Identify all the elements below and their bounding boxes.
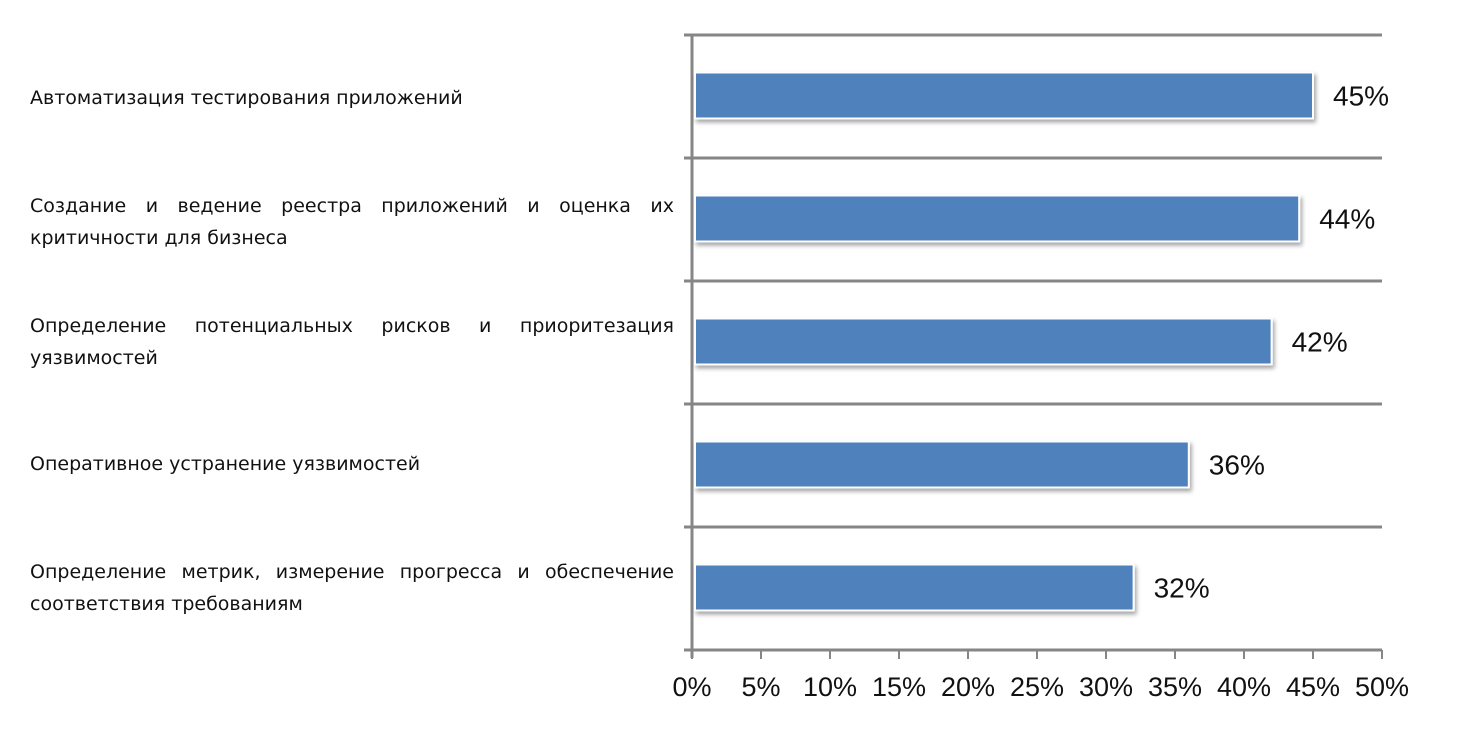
x-tick-label: 40% [1217,672,1271,702]
data-label: 36% [1209,450,1265,481]
x-tick-label: 45% [1286,672,1340,702]
bar [694,194,1301,243]
x-tick-label: 5% [741,672,780,702]
x-tick-label: 30% [1079,672,1133,702]
data-label: 45% [1333,81,1389,112]
x-tick-label: 15% [872,672,926,702]
category-label: Определение потенциальных рисков и приор… [30,315,674,369]
x-tick-label: 25% [1010,672,1064,702]
x-tick-label: 20% [941,672,995,702]
bar [694,563,1135,612]
category-label: Оперативное устранение уязвимостей [30,453,421,475]
category-label: Создание и ведение реестра приложений и … [30,195,674,249]
x-tick-label: 10% [803,672,857,702]
data-label: 42% [1292,327,1348,358]
x-tick-label: 50% [1355,672,1409,702]
bar [694,71,1314,120]
bar [694,440,1190,489]
data-label: 44% [1319,204,1375,235]
x-tick-label: 0% [672,672,711,702]
category-label: Определение метрик, измерение прогресса … [30,561,674,615]
data-label: 32% [1154,573,1210,604]
x-tick-label: 35% [1148,672,1202,702]
bar [694,317,1273,366]
category-label: Автоматизация тестирования приложений [30,87,463,109]
